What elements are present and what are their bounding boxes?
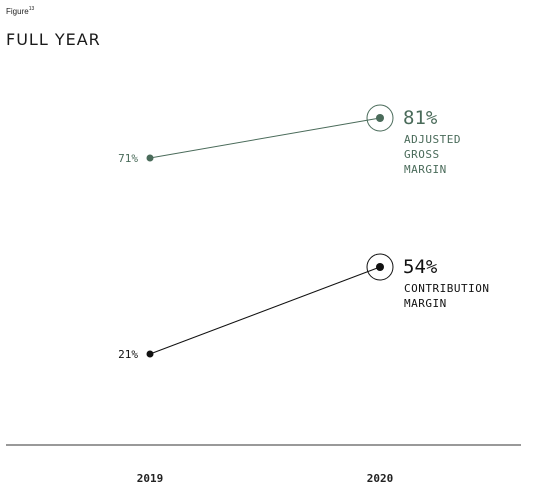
contribution-margin-point-2019 — [146, 350, 154, 358]
figure-number: 13 — [28, 6, 35, 12]
adjusted-gross-margin-line — [149, 117, 381, 159]
adjusted-gross-margin-name-line-2: MARGIN — [404, 163, 447, 176]
adjusted-gross-margin-name-line-1: GROSS — [404, 148, 440, 161]
adjusted-gross-margin-point-2020 — [376, 114, 384, 122]
contribution-margin-line — [149, 266, 381, 355]
figure-label-text: Figure — [6, 7, 29, 16]
adjusted-gross-margin-point-2019 — [146, 154, 154, 162]
chart-title: FULL YEAR — [6, 30, 101, 49]
x-tick-label-2019: 2019 — [137, 472, 164, 485]
contribution-margin-highlight-ring — [366, 253, 394, 281]
adjusted-gross-margin-highlight-ring — [366, 104, 394, 132]
adjusted-gross-margin-name-line-0: ADJUSTED — [404, 133, 461, 146]
figure-label: Figure13 — [6, 6, 34, 16]
adjusted-gross-margin-label-2019: 71% — [118, 152, 138, 165]
contribution-margin-label-2020: 54% — [403, 256, 438, 278]
contribution-margin-label-2019: 21% — [118, 348, 138, 361]
contribution-margin-name-line-0: CONTRIBUTION — [404, 282, 489, 295]
contribution-margin-point-2020 — [376, 263, 384, 271]
x-tick-label-2020: 2020 — [367, 472, 394, 485]
adjusted-gross-margin-label-2020: 81% — [403, 107, 438, 129]
contribution-margin-name-line-1: MARGIN — [404, 297, 447, 310]
